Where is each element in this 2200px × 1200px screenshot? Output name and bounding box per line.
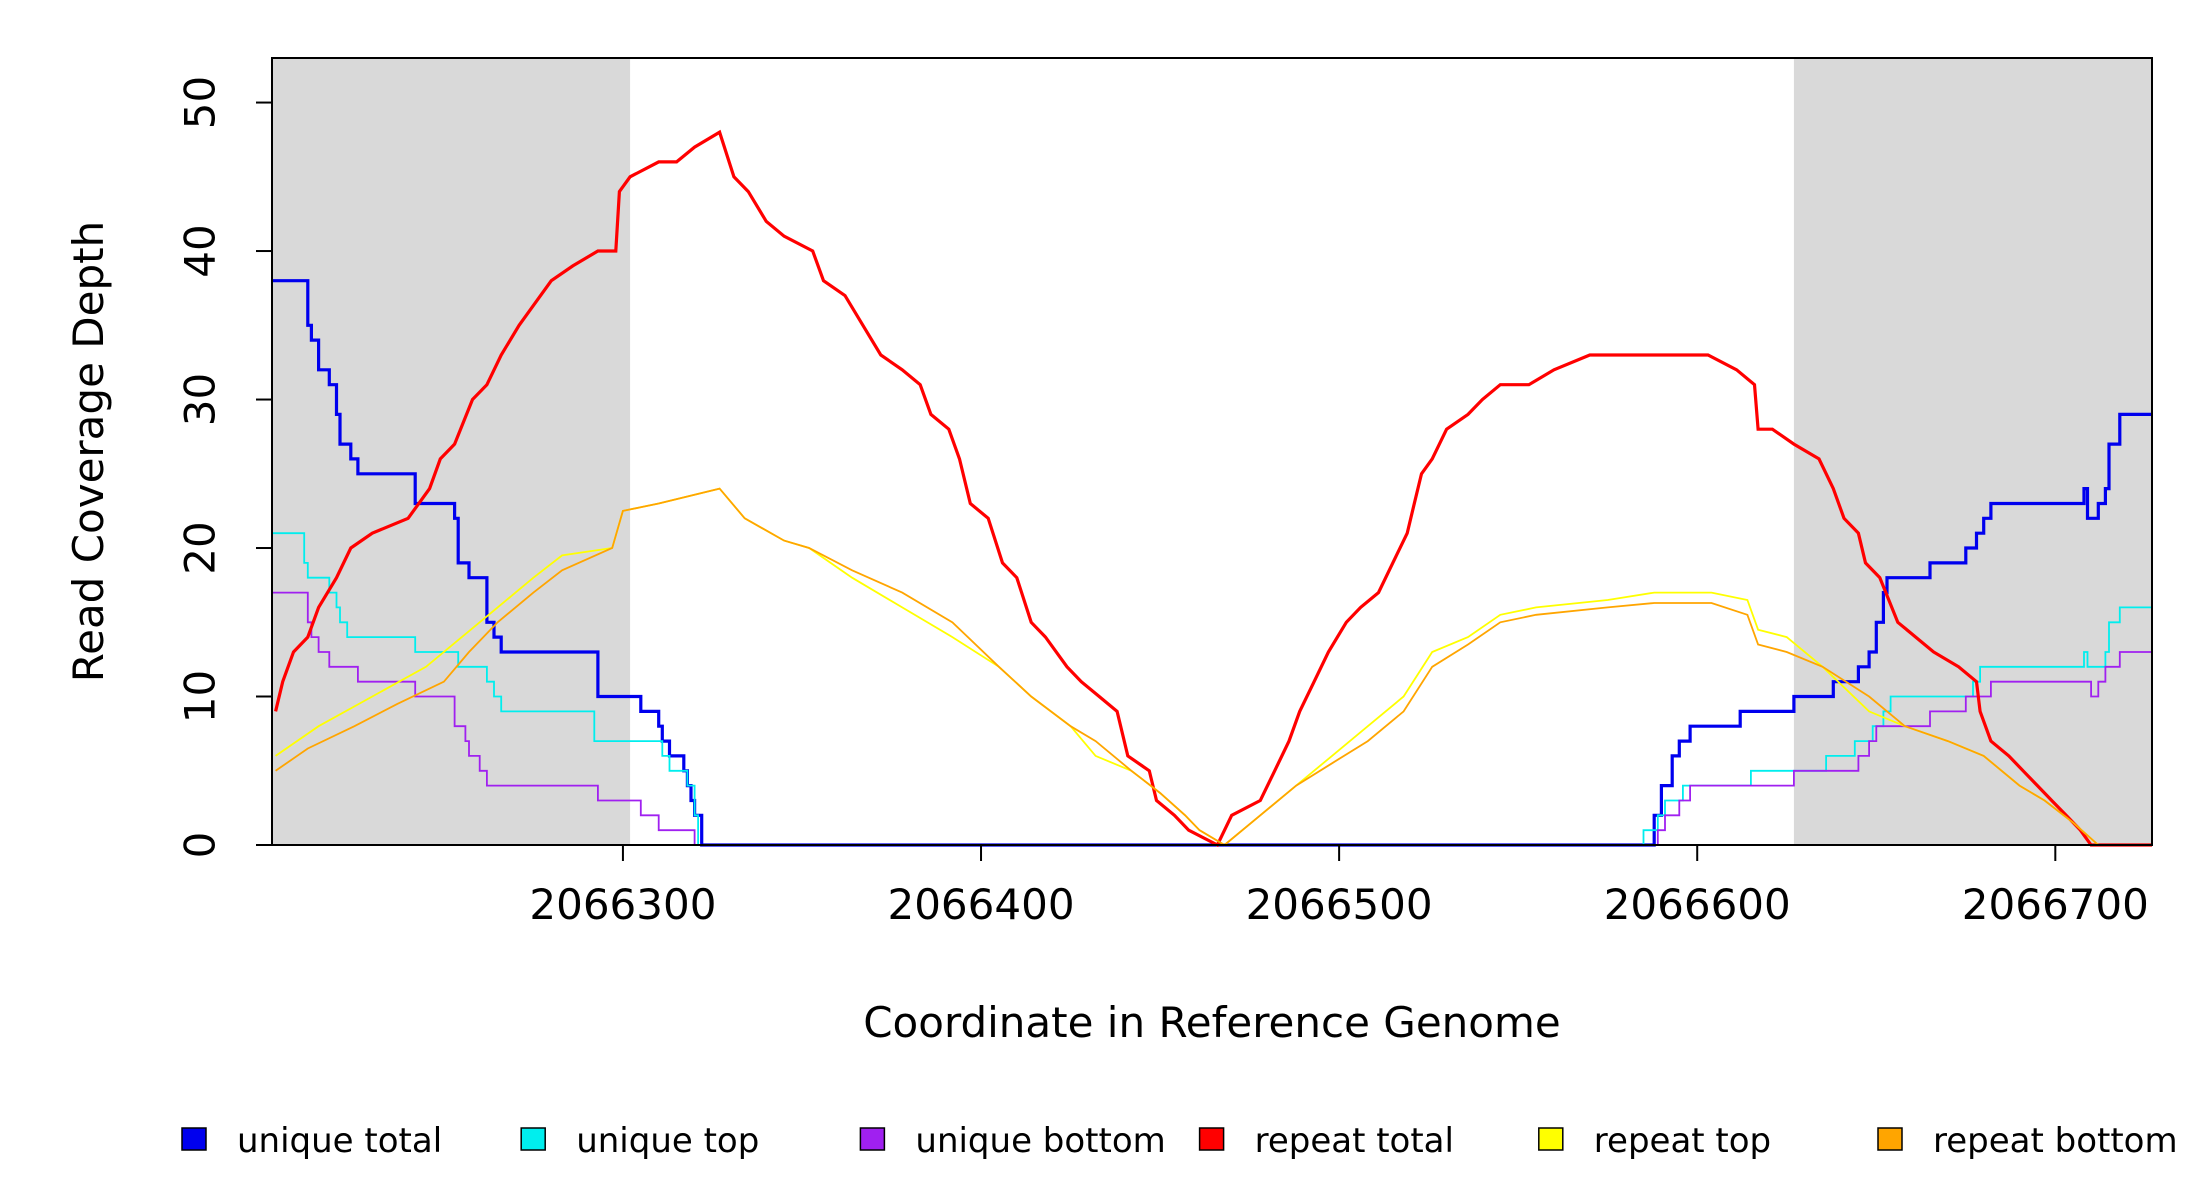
y-tick-label: 20 [176,521,225,574]
series-line-repeat-total [274,129,2152,848]
legend-swatch-repeat-bottom [1877,1127,1903,1151]
legend-label-unique-bottom: unique bottom [915,1121,1165,1161]
y-tick-label: 50 [176,76,225,129]
legend-swatch-repeat-top [1538,1127,1564,1151]
legend-label-repeat-bottom: repeat bottom [1933,1121,2178,1161]
series-line-unique-top [272,532,2152,846]
legend-label-repeat-top: repeat top [1594,1121,1771,1161]
y-tick-label: 40 [176,224,225,277]
legend-swatch-unique-total [181,1127,207,1151]
shaded-regions [272,58,2152,845]
x-tick-label: 2066600 [1604,880,1791,929]
legend-swatch-unique-bottom [859,1127,886,1151]
shaded-region-2 [1793,58,2152,845]
x-axis-title: Coordinate in Reference Genome [863,998,1561,1047]
legend-label-unique-top: unique top [576,1121,759,1161]
legend: unique total unique top unique bottom repea… [181,1121,2178,1161]
legend-swatch-unique-top [520,1127,546,1151]
x-axis: 2066300 2066400 2066500 2066600 2066700 [529,844,2149,929]
x-tick-label: 2066400 [887,880,1074,929]
x-tick-label: 2066500 [1246,880,1433,929]
y-tick-label: 0 [176,832,225,859]
y-axis-title: Read Coverage Depth [64,221,113,682]
shaded-region-1 [272,58,631,845]
y-tick-label: 10 [176,670,225,723]
legend-swatch-repeat-total [1198,1127,1225,1151]
legend-label-unique-total: unique total [237,1121,442,1161]
x-tick-label: 2066300 [529,880,716,929]
legend-label-repeat-total: repeat total [1255,1121,1454,1161]
series-line-repeat-bottom [275,487,2152,847]
series-lines [272,129,2152,848]
x-tick-label: 2066700 [1962,880,2149,929]
y-axis: 0 10 20 30 40 50 [176,76,273,859]
y-tick-label: 30 [176,373,225,426]
